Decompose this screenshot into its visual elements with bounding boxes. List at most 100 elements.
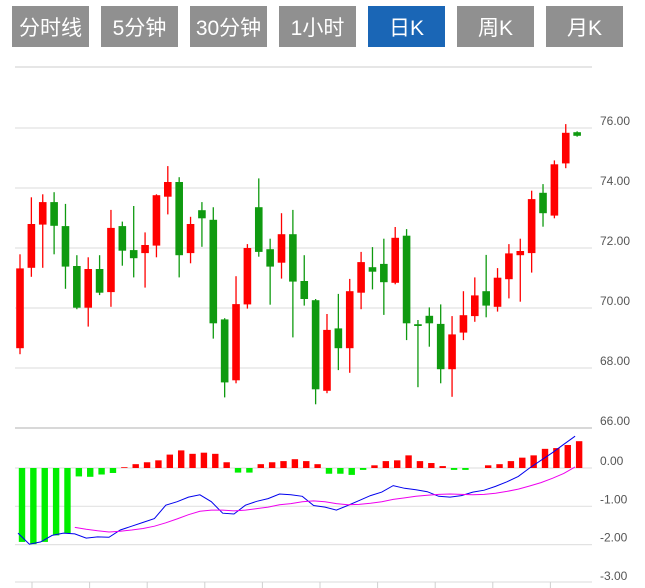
- macd-histogram-bar: [18, 468, 26, 542]
- candle: [436, 304, 445, 384]
- candle: [254, 178, 263, 257]
- candle-body: [141, 245, 149, 254]
- macd-histogram-bar: [348, 468, 355, 475]
- tab-weekly-k[interactable]: 周K: [457, 6, 534, 47]
- candle-body: [357, 262, 365, 293]
- macd-histogram-bar: [30, 468, 37, 545]
- candle-body: [436, 323, 445, 370]
- candle: [186, 216, 195, 264]
- candle-body: [220, 319, 229, 383]
- macd-axis-label: -1.00: [600, 492, 628, 506]
- candle: [266, 238, 274, 305]
- candle: [414, 320, 422, 388]
- macd-histogram-bar: [428, 463, 435, 468]
- candle-body: [243, 248, 252, 305]
- macd-histogram-bar: [234, 468, 242, 473]
- candle: [334, 293, 343, 371]
- macd-histogram-bar: [109, 468, 117, 473]
- macd-histogram-bar: [303, 461, 310, 468]
- candle: [505, 244, 513, 299]
- candle-body: [311, 300, 320, 390]
- candle-body: [186, 224, 195, 254]
- macd-histogram-bar: [257, 464, 264, 468]
- tab-1hour[interactable]: 1小时: [279, 6, 356, 47]
- dif-line: [17, 435, 576, 545]
- candle-body: [289, 234, 297, 282]
- candle: [391, 227, 400, 285]
- macd-histogram-bar: [439, 466, 446, 468]
- candle: [27, 197, 36, 277]
- macd-histogram-bar: [394, 460, 401, 468]
- tab-monthly-k[interactable]: 月K: [546, 6, 623, 47]
- candle: [220, 318, 229, 398]
- macd-histogram-bar: [382, 461, 390, 468]
- candle-body: [277, 234, 286, 263]
- candle: [345, 278, 354, 373]
- macd-histogram-bar: [507, 461, 515, 468]
- macd-histogram-bar: [405, 455, 412, 468]
- candle-body: [50, 202, 58, 226]
- macd-histogram-bar: [291, 459, 299, 468]
- candle: [323, 314, 331, 394]
- macd-histogram-bar: [314, 464, 321, 468]
- macd-histogram-bar: [143, 462, 151, 468]
- candle-body: [198, 210, 206, 219]
- candle: [448, 316, 456, 397]
- tab-30min[interactable]: 30分钟: [190, 6, 267, 47]
- candle: [243, 244, 252, 309]
- candle: [277, 213, 286, 279]
- candle: [84, 257, 93, 327]
- candle: [311, 299, 320, 405]
- macd-histogram-bar: [75, 468, 83, 477]
- candle-body: [550, 164, 559, 216]
- tab-5min[interactable]: 5分钟: [101, 6, 178, 47]
- macd-histogram-bar: [155, 460, 162, 468]
- macd-histogram-bar: [541, 448, 549, 468]
- macd-histogram-bar: [416, 461, 424, 468]
- candle: [164, 166, 172, 215]
- candle: [141, 232, 149, 288]
- macd-histogram-bar: [98, 468, 105, 475]
- candle-body: [38, 202, 47, 225]
- candle: [425, 307, 434, 347]
- macd-axis-label: -3.00: [600, 569, 628, 583]
- candle-body: [561, 132, 570, 164]
- candle-body: [73, 266, 81, 308]
- candle: [482, 254, 490, 318]
- tab-daily-k[interactable]: 日K: [368, 6, 445, 47]
- macd-histogram-bar: [52, 468, 60, 536]
- candle-body: [334, 328, 343, 349]
- macd-histogram-bar: [462, 468, 469, 470]
- candle-body: [254, 207, 263, 252]
- candle-body: [84, 269, 93, 308]
- macd-histogram-bar: [246, 468, 253, 473]
- macd-histogram-bar: [64, 468, 71, 534]
- candle: [300, 255, 309, 306]
- macd-histogram-bar: [121, 467, 128, 468]
- candle: [232, 276, 240, 384]
- macd-axis-label: 0.00: [600, 454, 624, 468]
- candle: [209, 207, 218, 339]
- candle-body: [368, 267, 377, 272]
- price-axis-label: 76.00: [600, 114, 630, 128]
- price-axis-label: 66.00: [600, 414, 630, 428]
- macd-histogram-bar: [189, 453, 196, 468]
- price-axis-label: 74.00: [600, 174, 630, 188]
- macd-histogram-bar: [87, 468, 94, 477]
- macd-histogram-bar: [132, 464, 139, 468]
- macd-histogram-bar: [325, 468, 333, 474]
- candle: [107, 209, 115, 307]
- candle-body: [323, 329, 331, 391]
- macd-histogram-bar: [530, 455, 537, 468]
- tab-intraday[interactable]: 分时线: [12, 6, 89, 47]
- candle: [118, 221, 127, 266]
- macd-histogram-bar: [496, 464, 503, 468]
- macd-histogram-bar: [212, 453, 219, 468]
- candle-body: [16, 268, 24, 349]
- candle: [402, 229, 411, 341]
- candle-body: [175, 182, 183, 256]
- candle: [573, 131, 581, 137]
- macd-histogram-bar: [166, 454, 174, 468]
- macd-histogram-bar: [200, 452, 208, 468]
